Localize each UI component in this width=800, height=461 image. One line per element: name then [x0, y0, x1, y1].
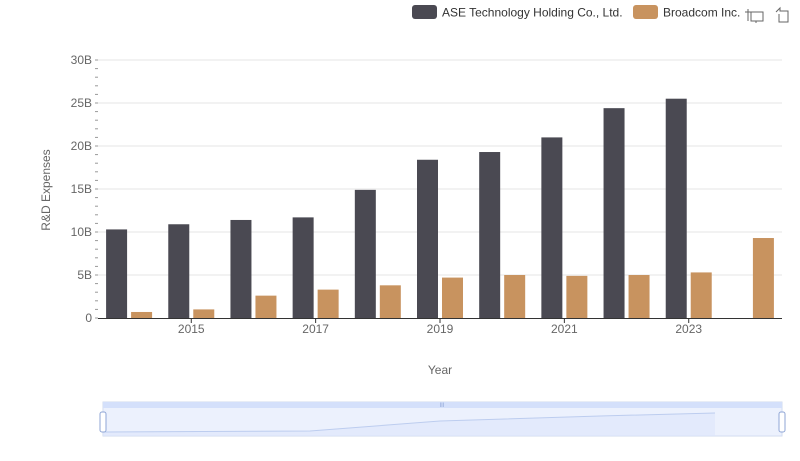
bar-ase-2015[interactable]	[168, 224, 190, 318]
bar-ase-2022[interactable]	[603, 108, 625, 318]
bar-broadcom-2018[interactable]	[379, 285, 401, 318]
restore-icon[interactable]	[775, 6, 789, 23]
legend-swatch-ase	[412, 5, 437, 19]
data-zoom-handle-left[interactable]	[99, 411, 107, 433]
x-axis-title: Year	[428, 363, 452, 377]
bar-broadcom-2023[interactable]	[690, 272, 712, 318]
y-tick-label: 20B	[71, 139, 92, 153]
x-tick-label: 2015	[178, 322, 205, 336]
legend[interactable]: ASE Technology Holding Co., Ltd. Broadco…	[412, 5, 740, 20]
legend-label-broadcom: Broadcom Inc.	[663, 6, 740, 20]
y-axis-title: R&D Expenses	[39, 149, 53, 230]
bar-ase-2017[interactable]	[292, 217, 314, 318]
bar-broadcom-2022[interactable]	[628, 275, 650, 318]
y-tick-label: 15B	[71, 182, 92, 196]
bar-ase-2014[interactable]	[106, 229, 128, 318]
x-tick-label: 2021	[551, 322, 578, 336]
bar-ase-2019[interactable]	[417, 159, 438, 318]
y-tick-label: 5B	[77, 268, 92, 282]
bar-ase-2018[interactable]	[354, 189, 376, 318]
bar-broadcom-2017[interactable]	[317, 289, 339, 318]
legend-swatch-broadcom	[633, 5, 658, 19]
data-zoom-preview-area	[103, 413, 715, 436]
data-zoom-preview-line	[102, 412, 716, 433]
legend-item-ase[interactable]: ASE Technology Holding Co., Ltd.	[412, 5, 623, 20]
data-zoom-slider[interactable]: III	[99, 401, 786, 437]
x-tick-label: 2017	[302, 322, 329, 336]
legend-item-broadcom[interactable]: Broadcom Inc.	[633, 5, 740, 20]
y-tick-label: 10B	[71, 225, 92, 239]
y-tick-label: 0	[85, 311, 92, 325]
y-tick-label: 30B	[71, 53, 92, 67]
zoom-icon[interactable]	[745, 9, 764, 23]
x-axis: 2015 2017 2019 2021 2023	[178, 318, 702, 336]
bar-broadcom-2014[interactable]	[131, 311, 153, 318]
bars	[106, 98, 774, 318]
bar-ase-2021[interactable]	[541, 137, 563, 318]
x-tick-label: 2023	[675, 322, 702, 336]
bar-broadcom-2024[interactable]	[752, 238, 774, 318]
y-tick-label: 25B	[71, 96, 92, 110]
data-zoom-handle-right[interactable]	[778, 411, 786, 433]
bar-ase-2023[interactable]	[665, 98, 687, 318]
bar-broadcom-2015[interactable]	[193, 309, 215, 318]
data-zoom-top-bar[interactable]	[103, 402, 782, 408]
legend-label-ase: ASE Technology Holding Co., Ltd.	[442, 6, 623, 20]
y-axis: 0 5B 10B 15B 20B 25B 30B	[71, 53, 98, 325]
data-zoom-drag-handle[interactable]: III	[439, 403, 444, 409]
bar-broadcom-2019[interactable]	[442, 277, 463, 318]
bar-broadcom-2016[interactable]	[255, 295, 277, 318]
grid-lines	[98, 59, 782, 276]
bar-ase-2016[interactable]	[230, 219, 252, 318]
bar-ase-2020[interactable]	[479, 152, 501, 318]
bar-broadcom-2020[interactable]	[504, 275, 526, 318]
x-tick-label: 2019	[427, 322, 454, 336]
bar-broadcom-2021[interactable]	[566, 275, 588, 318]
